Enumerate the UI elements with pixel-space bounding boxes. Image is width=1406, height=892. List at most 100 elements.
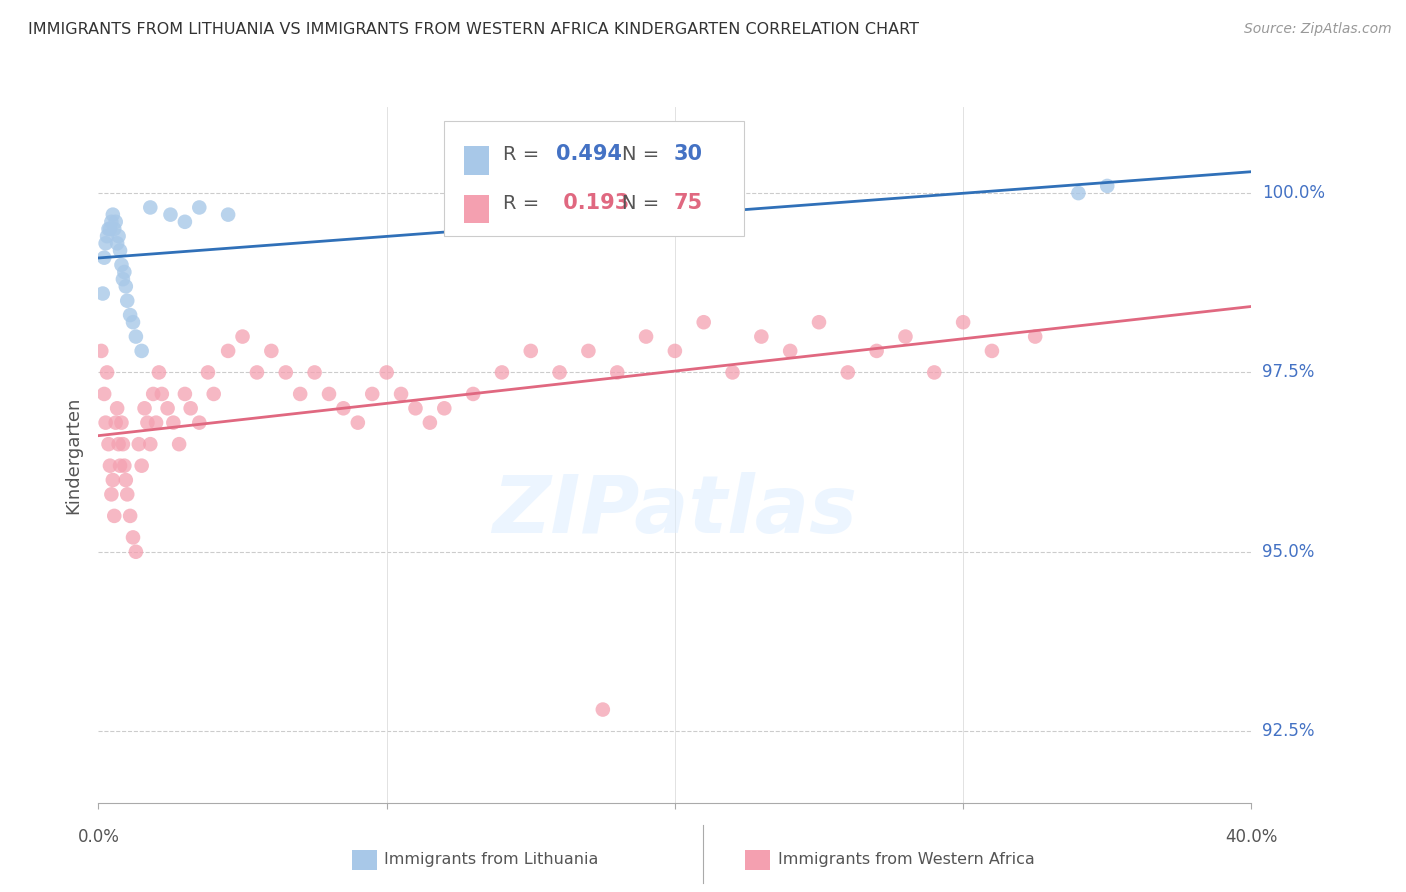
Point bbox=[105, 401, 128, 416]
Point bbox=[103, 222, 125, 236]
Point bbox=[100, 215, 122, 229]
Point bbox=[108, 244, 131, 258]
Point bbox=[103, 508, 125, 523]
Point bbox=[592, 702, 614, 716]
Point bbox=[924, 366, 946, 380]
Point bbox=[433, 401, 456, 416]
Point bbox=[389, 387, 412, 401]
Point bbox=[120, 508, 142, 523]
Point bbox=[93, 251, 115, 265]
Point bbox=[1097, 178, 1119, 193]
Point bbox=[981, 343, 1004, 358]
Point bbox=[93, 387, 115, 401]
Point bbox=[751, 329, 773, 343]
Point bbox=[104, 416, 127, 430]
Point bbox=[167, 437, 190, 451]
Text: 0.494: 0.494 bbox=[557, 145, 621, 164]
Point bbox=[111, 272, 134, 286]
Text: IMMIGRANTS FROM LITHUANIA VS IMMIGRANTS FROM WESTERN AFRICA KINDERGARTEN CORRELA: IMMIGRANTS FROM LITHUANIA VS IMMIGRANTS … bbox=[28, 22, 920, 37]
Point bbox=[274, 366, 297, 380]
Text: Immigrants from Lithuania: Immigrants from Lithuania bbox=[384, 853, 598, 867]
Point bbox=[419, 416, 441, 430]
Point bbox=[332, 401, 354, 416]
Point bbox=[114, 279, 136, 293]
Point bbox=[491, 366, 513, 380]
Text: ZIPatlas: ZIPatlas bbox=[492, 472, 858, 549]
Point bbox=[290, 387, 312, 401]
Point bbox=[375, 366, 398, 380]
Point bbox=[131, 458, 153, 473]
Point bbox=[318, 387, 340, 401]
Point bbox=[134, 401, 156, 416]
Point bbox=[159, 208, 181, 222]
Point bbox=[202, 387, 225, 401]
Point bbox=[125, 545, 148, 559]
Point bbox=[94, 236, 117, 251]
Text: Immigrants from Western Africa: Immigrants from Western Africa bbox=[778, 853, 1035, 867]
Point bbox=[217, 208, 239, 222]
Point bbox=[91, 286, 114, 301]
Text: N =: N = bbox=[621, 194, 659, 212]
Point bbox=[101, 473, 124, 487]
Text: 95.0%: 95.0% bbox=[1263, 542, 1315, 561]
Point bbox=[865, 343, 889, 358]
FancyBboxPatch shape bbox=[464, 146, 489, 175]
Point bbox=[197, 366, 219, 380]
Point bbox=[104, 215, 127, 229]
Text: R =: R = bbox=[503, 194, 540, 212]
Point bbox=[304, 366, 326, 380]
Point bbox=[97, 437, 120, 451]
Point bbox=[260, 343, 283, 358]
Point bbox=[952, 315, 974, 329]
Point bbox=[96, 229, 118, 244]
Point bbox=[156, 401, 179, 416]
Point bbox=[246, 366, 269, 380]
Point bbox=[188, 416, 211, 430]
Point bbox=[807, 315, 830, 329]
Text: 0.0%: 0.0% bbox=[77, 828, 120, 846]
Text: 92.5%: 92.5% bbox=[1263, 722, 1315, 740]
Point bbox=[1067, 186, 1090, 200]
Point bbox=[548, 366, 571, 380]
Point bbox=[231, 329, 254, 343]
Text: N =: N = bbox=[621, 145, 659, 164]
Point bbox=[894, 329, 917, 343]
Point bbox=[150, 387, 173, 401]
Point bbox=[101, 208, 124, 222]
Point bbox=[139, 201, 162, 215]
FancyBboxPatch shape bbox=[444, 121, 744, 235]
Point bbox=[117, 487, 138, 501]
Point bbox=[105, 236, 128, 251]
Point bbox=[721, 366, 744, 380]
Point bbox=[174, 387, 197, 401]
Point bbox=[664, 343, 686, 358]
Point bbox=[96, 366, 118, 380]
Text: 100.0%: 100.0% bbox=[1263, 184, 1326, 202]
Point bbox=[139, 437, 162, 451]
Point bbox=[122, 530, 145, 544]
Point bbox=[110, 258, 132, 272]
Point bbox=[162, 416, 184, 430]
Point bbox=[217, 343, 239, 358]
Point bbox=[110, 416, 132, 430]
Point bbox=[128, 437, 150, 451]
Text: 75: 75 bbox=[673, 193, 703, 213]
Point bbox=[174, 215, 197, 229]
Point bbox=[361, 387, 384, 401]
Text: 30: 30 bbox=[673, 145, 703, 164]
Point bbox=[90, 343, 112, 358]
Point bbox=[120, 308, 142, 322]
Point bbox=[98, 458, 121, 473]
Point bbox=[122, 315, 145, 329]
Y-axis label: Kindergarten: Kindergarten bbox=[65, 396, 83, 514]
Point bbox=[97, 222, 120, 236]
Point bbox=[693, 315, 716, 329]
Text: 0.193: 0.193 bbox=[557, 193, 630, 213]
Point bbox=[148, 366, 170, 380]
Point bbox=[576, 343, 599, 358]
Point bbox=[145, 416, 167, 430]
Point bbox=[520, 343, 543, 358]
Point bbox=[98, 222, 121, 236]
Point bbox=[405, 401, 427, 416]
FancyBboxPatch shape bbox=[464, 194, 489, 223]
